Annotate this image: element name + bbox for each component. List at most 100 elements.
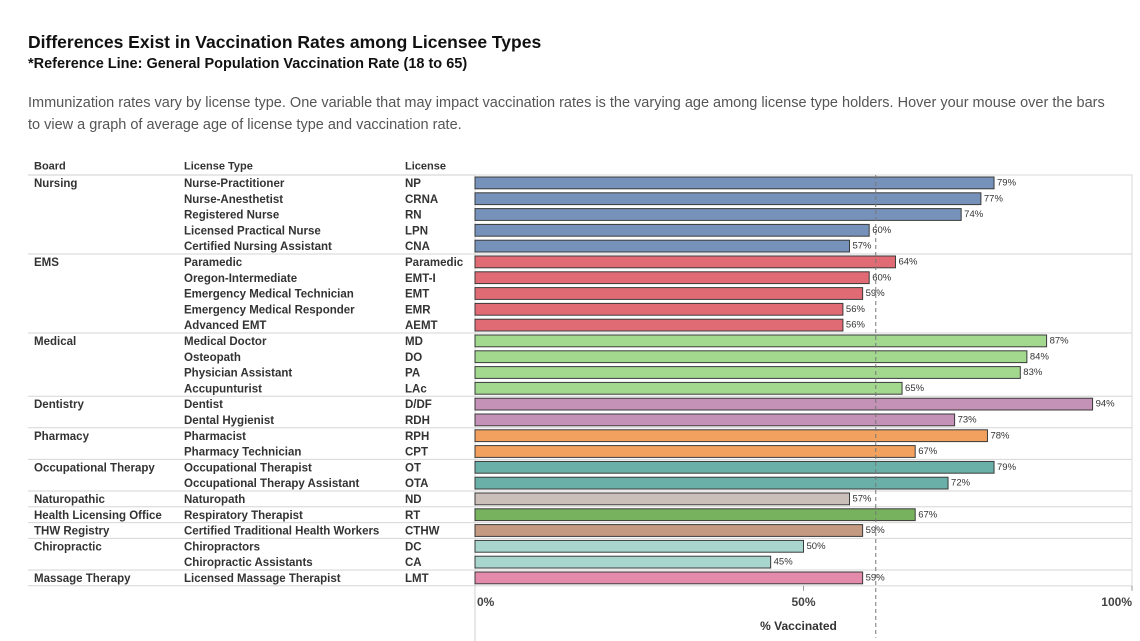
license-type-label: Paramedic [184, 257, 243, 269]
license-code-label: AEMT [405, 320, 438, 332]
board-label: Occupational Therapy [34, 462, 155, 474]
license-type-label: Chiropractors [184, 541, 260, 553]
license-code-label: DO [405, 352, 422, 364]
license-type-label: Osteopath [184, 352, 241, 364]
license-type-label: Emergency Medical Responder [184, 304, 355, 316]
board-label: Health Licensing Office [34, 510, 162, 522]
board-label: Pharmacy [34, 431, 90, 443]
license-code-label: Paramedic [405, 257, 464, 269]
license-type-label: Licensed Massage Therapist [184, 573, 341, 585]
license-code-label: CNA [405, 241, 430, 253]
license-code-label: DC [405, 541, 422, 553]
license-code-label: LMT [405, 573, 429, 585]
license-code-label: RDH [405, 415, 430, 427]
header-license-type: License Type [184, 161, 253, 173]
bar [474, 381, 903, 395]
license-type-label: Advanced EMT [184, 320, 266, 332]
chart-subtitle: *Reference Line: General Population Vacc… [28, 56, 468, 72]
bar-value-label: 56% [846, 320, 866, 331]
license-type-label: Nurse-Practitioner [184, 178, 285, 190]
board-label: Massage Therapy [34, 573, 131, 585]
license-code-label: RN [405, 210, 422, 222]
license-code-label: CPT [405, 447, 428, 459]
bar [474, 271, 870, 285]
bar [474, 176, 995, 190]
license-type-label: Occupational Therapist [184, 462, 312, 474]
bar-value-label: 57% [852, 241, 872, 252]
bar [474, 318, 844, 332]
bar [474, 476, 949, 490]
license-code-label: EMT-I [405, 273, 436, 285]
bar-value-label: 72% [951, 478, 971, 489]
board-label: Chiropractic [34, 541, 102, 553]
bar-value-label: 59% [866, 288, 886, 299]
bar [474, 460, 995, 474]
board-label: EMS [34, 257, 59, 269]
bar [474, 397, 1094, 411]
license-type-label: Registered Nurse [184, 210, 279, 222]
license-type-label: Respiratory Therapist [184, 510, 303, 522]
license-code-label: LPN [405, 225, 428, 237]
bar [474, 287, 864, 300]
license-type-label: Naturopath [184, 494, 245, 506]
license-code-label: PA [405, 368, 420, 380]
bar-value-label: 79% [997, 178, 1017, 189]
license-type-label: Licensed Practical Nurse [184, 225, 321, 237]
chart-description: Immunization rates vary by license type.… [28, 95, 1105, 133]
board-label: Medical [34, 336, 76, 348]
bar [474, 555, 772, 569]
license-type-label: Pharmacist [184, 431, 246, 443]
license-type-label: Occupational Therapy Assistant [184, 478, 359, 490]
bar-value-label: 56% [846, 304, 866, 315]
board-label: Dentistry [34, 399, 84, 411]
license-type-label: Accupunturist [184, 383, 262, 395]
bar [474, 539, 804, 553]
license-type-label: Dentist [184, 399, 223, 411]
license-code-label: LAc [405, 383, 427, 395]
license-code-label: RT [405, 510, 420, 522]
board-label: Naturopathic [34, 494, 106, 506]
bar-value-label: 83% [1023, 367, 1043, 378]
bar [474, 429, 988, 443]
bar [474, 302, 844, 316]
bar-value-label: 65% [905, 383, 925, 394]
bar [474, 223, 870, 237]
board-label: THW Registry [34, 526, 110, 538]
license-type-label: Medical Doctor [184, 336, 267, 348]
license-code-label: EMT [405, 289, 429, 301]
bar [474, 366, 1021, 379]
license-code-label: OTA [405, 478, 428, 490]
header-board: Board [34, 161, 66, 173]
bar-value-label: 79% [997, 462, 1017, 473]
license-type-label: Certified Nursing Assistant [184, 241, 332, 253]
board-label: Nursing [34, 178, 77, 190]
bar-value-label: 73% [958, 415, 978, 426]
x-tick-label: 0% [477, 595, 495, 609]
license-code-label: ND [405, 494, 422, 506]
bar-value-label: 59% [866, 525, 886, 536]
license-code-label: D/DF [405, 399, 432, 411]
bar-value-label: 78% [990, 430, 1010, 441]
license-code-label: EMR [405, 304, 431, 316]
bar-value-label: 84% [1030, 351, 1050, 362]
bar [474, 445, 916, 458]
bar-value-label: 57% [852, 494, 872, 505]
bar [474, 571, 864, 585]
bar-value-label: 64% [898, 257, 918, 268]
license-type-label: Emergency Medical Technician [184, 289, 354, 301]
bar-value-label: 94% [1096, 399, 1116, 410]
bar-value-label: 87% [1050, 336, 1070, 347]
bar [474, 350, 1028, 364]
license-code-label: CA [405, 557, 422, 569]
bar-value-label: 50% [807, 541, 827, 552]
license-code-label: RPH [405, 431, 429, 443]
header-license: License [405, 161, 446, 173]
license-type-label: Nurse-Anesthetist [184, 194, 283, 206]
bar [474, 334, 1048, 348]
bar [474, 413, 956, 427]
bar [474, 239, 850, 253]
license-code-label: CRNA [405, 194, 438, 206]
license-type-label: Dental Hygienist [184, 415, 274, 427]
bar [474, 192, 982, 206]
